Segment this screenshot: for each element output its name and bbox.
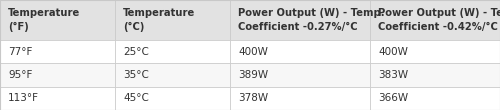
Text: Power Output (W) - Temp.
Coefficient -0.42%/°C: Power Output (W) - Temp. Coefficient -0.… bbox=[378, 8, 500, 32]
Text: Temperature
(°F): Temperature (°F) bbox=[8, 8, 80, 32]
Text: Power Output (W) - Temp.
Coefficient -0.27%/°C: Power Output (W) - Temp. Coefficient -0.… bbox=[238, 8, 384, 32]
Text: 400W: 400W bbox=[238, 47, 268, 57]
Bar bbox=[230, 63, 370, 87]
Bar bbox=[370, 63, 500, 87]
Bar bbox=[0, 0, 115, 40]
Bar bbox=[370, 40, 500, 63]
Bar bbox=[0, 87, 115, 110]
Text: 378W: 378W bbox=[238, 93, 268, 103]
Bar bbox=[115, 40, 230, 63]
Text: 95°F: 95°F bbox=[8, 70, 32, 80]
Text: 389W: 389W bbox=[238, 70, 268, 80]
Bar bbox=[230, 87, 370, 110]
Text: 366W: 366W bbox=[378, 93, 408, 103]
Text: 383W: 383W bbox=[378, 70, 408, 80]
Text: 35°C: 35°C bbox=[123, 70, 149, 80]
Text: 400W: 400W bbox=[378, 47, 408, 57]
Bar bbox=[370, 87, 500, 110]
Bar bbox=[230, 0, 370, 40]
Bar bbox=[370, 0, 500, 40]
Text: 25°C: 25°C bbox=[123, 47, 149, 57]
Text: 113°F: 113°F bbox=[8, 93, 39, 103]
Bar bbox=[0, 40, 115, 63]
Text: 45°C: 45°C bbox=[123, 93, 149, 103]
Text: 77°F: 77°F bbox=[8, 47, 32, 57]
Bar bbox=[115, 0, 230, 40]
Bar bbox=[115, 63, 230, 87]
Bar bbox=[115, 87, 230, 110]
Bar bbox=[230, 40, 370, 63]
Text: Temperature
(°C): Temperature (°C) bbox=[123, 8, 195, 32]
Bar bbox=[0, 63, 115, 87]
